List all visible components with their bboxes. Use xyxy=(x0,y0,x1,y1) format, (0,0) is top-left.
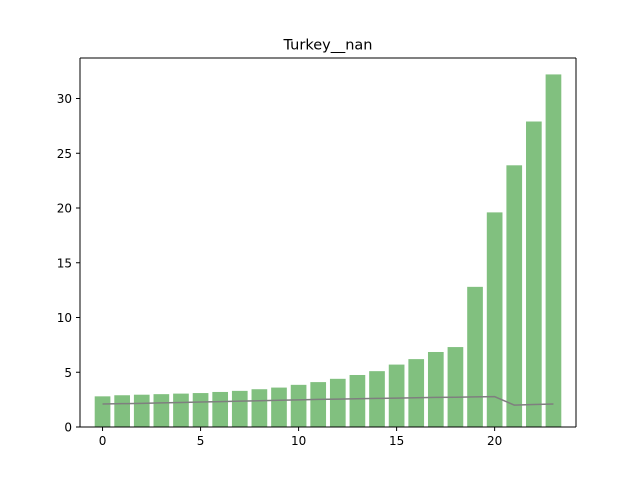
bar xyxy=(467,286,483,427)
y-tick-label: 5 xyxy=(64,366,72,380)
bar xyxy=(329,378,346,427)
bar xyxy=(173,393,189,427)
y-tick-label: 0 xyxy=(64,421,72,435)
bar xyxy=(545,74,562,428)
x-tick-label: 0 xyxy=(99,434,107,448)
y-tick-label: 15 xyxy=(57,256,72,270)
bar xyxy=(290,384,307,427)
bar xyxy=(526,121,542,427)
y-tick-label: 30 xyxy=(57,92,72,106)
bar xyxy=(114,395,130,427)
bar xyxy=(231,390,248,427)
y-tick-label: 10 xyxy=(57,311,72,325)
y-tick-label: 25 xyxy=(57,147,72,161)
bar xyxy=(506,165,523,427)
x-tick-label: 10 xyxy=(291,434,306,448)
bar xyxy=(153,394,170,427)
bar xyxy=(192,393,209,427)
bar xyxy=(271,387,287,427)
bar xyxy=(212,391,229,427)
x-tick-label: 15 xyxy=(389,434,404,448)
bar xyxy=(447,347,464,427)
plot-area: 0 5 10 15 20 0 5 10 15 20 25 30 xyxy=(57,57,577,448)
bar xyxy=(133,394,150,427)
x-tick-label: 5 xyxy=(197,434,205,448)
bar xyxy=(486,212,503,427)
bar xyxy=(408,359,425,427)
series-line xyxy=(102,395,554,406)
bar xyxy=(94,396,111,427)
bar xyxy=(310,382,327,427)
bar xyxy=(427,351,444,427)
bar xyxy=(349,374,366,427)
bar xyxy=(251,389,268,427)
x-tick-label: 20 xyxy=(487,434,502,448)
chart-title: Turkey__nan xyxy=(283,38,373,54)
y-tick-label: 20 xyxy=(57,202,72,216)
bar xyxy=(388,364,405,427)
